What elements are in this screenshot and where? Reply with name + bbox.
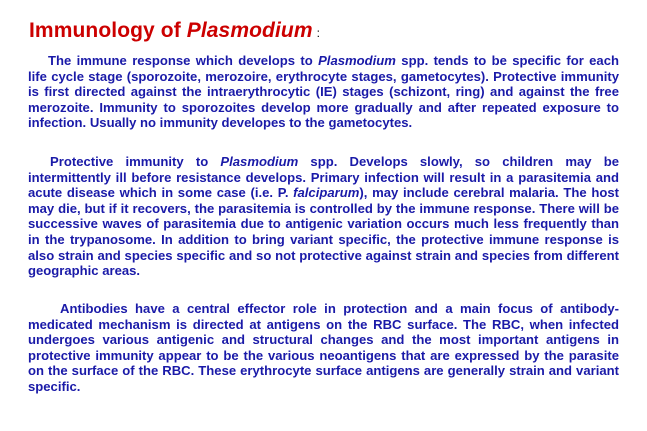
paragraph-italic-term: Plasmodium (318, 53, 396, 68)
title-italic: Plasmodium (187, 19, 313, 42)
paragraph-text: Protective immunity to (50, 154, 220, 169)
paragraph-italic-term: falciparum (293, 185, 359, 200)
paragraph-immune-response: The immune response which develops to Pl… (28, 53, 619, 131)
title-colon: : (317, 26, 320, 40)
paragraph-text: Antibodies have a central effector role … (28, 301, 619, 394)
paragraph-italic-term: Plasmodium (220, 154, 298, 169)
paragraph-antibodies: Antibodies have a central effector role … (28, 301, 619, 395)
title-prefix: Immunology of (29, 19, 187, 42)
paragraph-protective-immunity: Protective immunity to Plasmodium spp. D… (28, 154, 619, 279)
paragraph-text: The immune response which develops to (48, 53, 318, 68)
slide-title: Immunology of Plasmodium: (29, 19, 320, 43)
